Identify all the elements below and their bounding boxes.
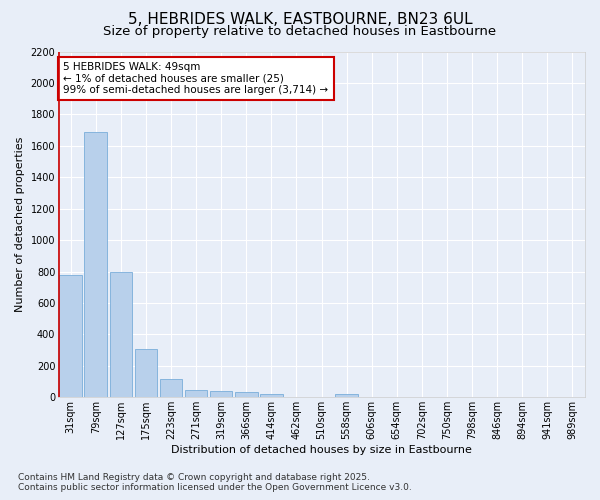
- Text: Contains HM Land Registry data © Crown copyright and database right 2025.
Contai: Contains HM Land Registry data © Crown c…: [18, 473, 412, 492]
- Y-axis label: Number of detached properties: Number of detached properties: [15, 136, 25, 312]
- Text: Size of property relative to detached houses in Eastbourne: Size of property relative to detached ho…: [103, 25, 497, 38]
- X-axis label: Distribution of detached houses by size in Eastbourne: Distribution of detached houses by size …: [171, 445, 472, 455]
- Bar: [59, 276, 82, 398]
- Bar: [260, 394, 283, 398]
- Bar: [160, 379, 182, 398]
- Bar: [335, 394, 358, 398]
- Bar: [110, 272, 132, 398]
- Bar: [285, 396, 308, 398]
- Text: 5, HEBRIDES WALK, EASTBOURNE, BN23 6UL: 5, HEBRIDES WALK, EASTBOURNE, BN23 6UL: [128, 12, 472, 28]
- Text: 5 HEBRIDES WALK: 49sqm
← 1% of detached houses are smaller (25)
99% of semi-deta: 5 HEBRIDES WALK: 49sqm ← 1% of detached …: [64, 62, 328, 95]
- Bar: [134, 350, 157, 398]
- Bar: [235, 392, 257, 398]
- Bar: [185, 390, 208, 398]
- Bar: [210, 392, 232, 398]
- Bar: [85, 132, 107, 398]
